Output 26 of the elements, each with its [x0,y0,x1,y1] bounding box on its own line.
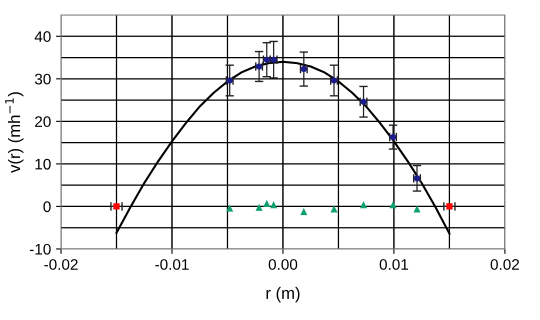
point [414,175,420,182]
point [264,200,270,208]
point [360,202,367,208]
x-tick-label: 0.01 [380,259,408,270]
x-tick-label: 0.00 [268,259,298,270]
point [390,202,396,208]
point [360,98,367,105]
point [256,204,262,211]
x-tick-label: -0.02 [44,259,78,270]
y-tick-label: 20 [35,116,51,128]
y-tick-label: 40 [34,31,51,42]
x-axis-title: r (m) [266,286,300,302]
y-tick-label: 10 [35,158,51,170]
point [113,203,120,210]
x-tick-label: 0.02 [490,259,519,270]
point [270,56,277,63]
y-tick-label: 30 [34,74,51,85]
y-axis-title: v(r) (mh$^{−1}$) [5,92,24,173]
x-tick-label: -0.01 [155,259,189,270]
y-tick-label: -10 [30,244,51,255]
point [414,206,420,213]
point [300,208,307,216]
point [330,206,338,213]
point [446,203,453,210]
point [226,205,233,212]
y-tick-label: 0 [43,201,51,212]
